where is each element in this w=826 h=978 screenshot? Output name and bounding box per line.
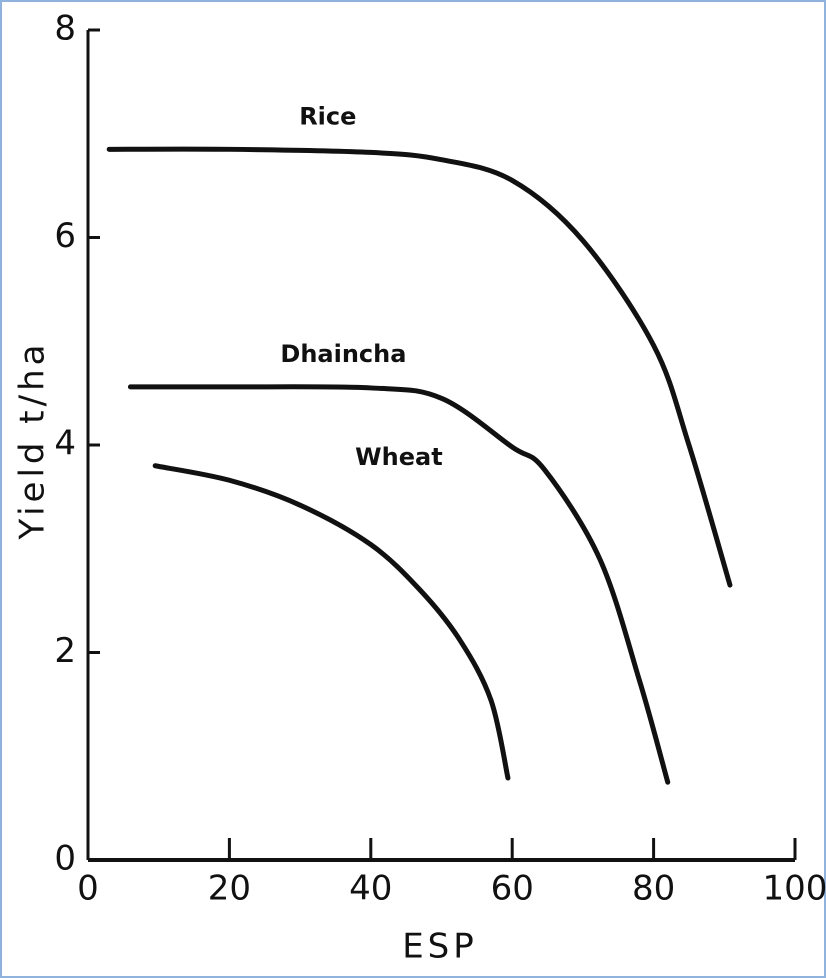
x-tick-label: 20 bbox=[208, 869, 251, 909]
y-tick-label: 2 bbox=[54, 631, 76, 671]
series-line bbox=[127, 384, 671, 785]
x-tick-label: 60 bbox=[491, 869, 534, 909]
y-tick-label: 6 bbox=[54, 216, 76, 256]
series-label: Rice bbox=[299, 102, 356, 130]
x-axis-label: ESP bbox=[402, 927, 478, 967]
y-axis-label: Yield t/ha bbox=[13, 341, 53, 541]
x-tick-label: 40 bbox=[349, 869, 392, 909]
y-tick-label: 8 bbox=[54, 9, 76, 49]
series-label: Dhaincha bbox=[280, 340, 406, 368]
y-tick-label: 0 bbox=[54, 839, 76, 879]
series-label: Wheat bbox=[355, 443, 443, 471]
x-tick-label: 80 bbox=[632, 869, 675, 909]
series-line bbox=[106, 146, 733, 588]
y-tick-label: 4 bbox=[54, 424, 76, 464]
x-tick-label: 100 bbox=[763, 869, 826, 909]
series-line bbox=[152, 463, 511, 781]
x-tick-label: 0 bbox=[77, 869, 99, 909]
